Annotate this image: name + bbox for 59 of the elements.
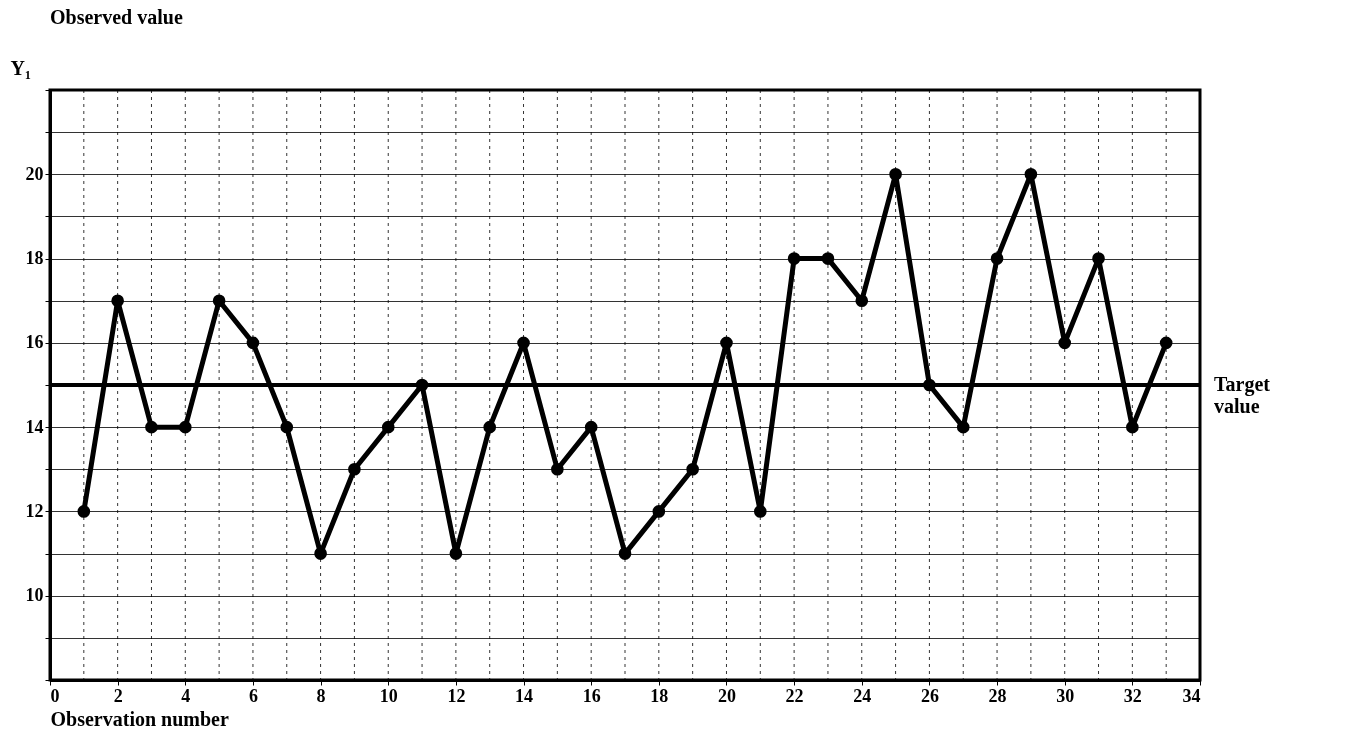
x-tick-label: 24	[853, 685, 872, 706]
point	[280, 420, 294, 434]
x-tick-label: 28	[988, 685, 1007, 706]
point	[517, 336, 530, 350]
x-axis-title: Observation number	[50, 707, 229, 730]
x-tick-label: 18	[650, 685, 669, 706]
x-tick-label: 16	[582, 685, 601, 706]
ref-line-label: Target value	[1214, 373, 1271, 417]
point	[111, 294, 124, 308]
x-tick-label: 20	[717, 685, 736, 706]
point	[787, 252, 801, 265]
point	[1092, 252, 1105, 265]
point	[246, 336, 260, 350]
y-tick-label: 14	[25, 416, 44, 437]
x-tick-label: 12	[447, 685, 466, 706]
y-tick-label: 18	[25, 248, 44, 269]
point	[821, 252, 835, 265]
point	[584, 420, 598, 434]
point	[314, 547, 327, 560]
point	[551, 462, 564, 476]
point	[956, 420, 970, 434]
y-tick-label: 10	[25, 585, 44, 606]
x-tick-label: 4	[181, 685, 191, 706]
x-tick-label: 8	[316, 685, 326, 706]
x-tick-label: 26	[920, 685, 939, 706]
point	[348, 462, 361, 476]
point	[1058, 336, 1072, 350]
point	[178, 420, 192, 434]
point	[652, 505, 666, 518]
x-tick-label: 30	[1056, 685, 1075, 706]
point	[145, 420, 158, 434]
point	[1126, 420, 1139, 434]
point	[1024, 167, 1038, 181]
point	[449, 547, 463, 560]
x-tick-label: 6	[248, 685, 258, 706]
x-tick-label: 0	[50, 685, 60, 706]
x-tick-label: 34	[1182, 685, 1201, 706]
point	[855, 294, 869, 308]
x-tick-label: 10	[379, 685, 398, 706]
y-tick-label: 20	[25, 163, 44, 184]
point	[381, 420, 395, 434]
x-tick-label: 22	[785, 685, 804, 706]
y-axis-title: Y₁	[10, 56, 31, 79]
point	[483, 420, 497, 434]
x-tick-label: 14	[515, 685, 534, 706]
x-tick-label: 2	[113, 685, 123, 706]
point	[686, 462, 699, 476]
point	[889, 167, 902, 181]
point	[1159, 336, 1173, 350]
point	[990, 252, 1004, 265]
y-tick-label: 12	[25, 500, 44, 521]
point	[618, 547, 632, 560]
x-tick-label: 32	[1123, 685, 1142, 706]
y-tick-label: 16	[25, 332, 44, 353]
point	[77, 505, 91, 518]
point	[720, 336, 733, 350]
point	[753, 505, 767, 518]
chart-title: Observed value	[50, 6, 183, 28]
point	[212, 294, 226, 308]
